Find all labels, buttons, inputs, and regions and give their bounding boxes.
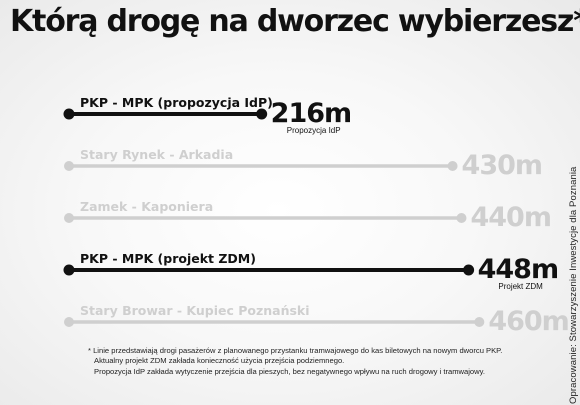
route-end-dot bbox=[474, 317, 485, 327]
route-value-label: 216m bbox=[271, 98, 352, 129]
route-end-dot bbox=[447, 161, 458, 171]
route-end-dot bbox=[463, 264, 475, 276]
footnote-line-2: Aktualny projekt ZDM zakłada konieczność… bbox=[94, 356, 345, 366]
route-start-dot bbox=[63, 264, 75, 276]
route-sublabel: Projekt ZDM bbox=[498, 282, 543, 291]
route-label: Stary Browar - Kupiec Poznański bbox=[80, 303, 310, 318]
route-end-dot bbox=[456, 213, 467, 223]
footnote: * Linie przedstawiają drogi pasażerów z … bbox=[88, 346, 528, 377]
route-end-dot bbox=[256, 108, 268, 120]
route-value-label: 460m bbox=[488, 306, 569, 337]
route-sublabel: Propozycja IdP bbox=[287, 126, 341, 135]
route-start-dot bbox=[64, 213, 74, 223]
footnote-line-1: * Linie przedstawiają drogi pasażerów z … bbox=[88, 346, 503, 355]
route-start-dot bbox=[64, 161, 74, 171]
route-label: PKP - MPK (propozycja IdP) bbox=[80, 95, 273, 110]
route-value-label: 440m bbox=[470, 202, 550, 233]
credit-note: Opracowanie: Stowarzyszenie Inwestycje d… bbox=[568, 166, 579, 404]
page-title: Którą drogę na dworzec wybierzesz*? bbox=[10, 4, 580, 39]
route-label: PKP - MPK (projekt ZDM) bbox=[80, 251, 256, 266]
footnote-line-3: Propozycja IdP zakłada wytyczenie przejś… bbox=[94, 366, 485, 376]
route-value-label: 448m bbox=[478, 254, 558, 285]
route-value-label: 430m bbox=[462, 150, 543, 181]
route-start-dot bbox=[63, 108, 75, 120]
route-label: Stary Rynek - Arkadia bbox=[80, 147, 233, 162]
route-label: Zamek - Kaponiera bbox=[80, 199, 213, 214]
route-start-dot bbox=[64, 317, 74, 327]
